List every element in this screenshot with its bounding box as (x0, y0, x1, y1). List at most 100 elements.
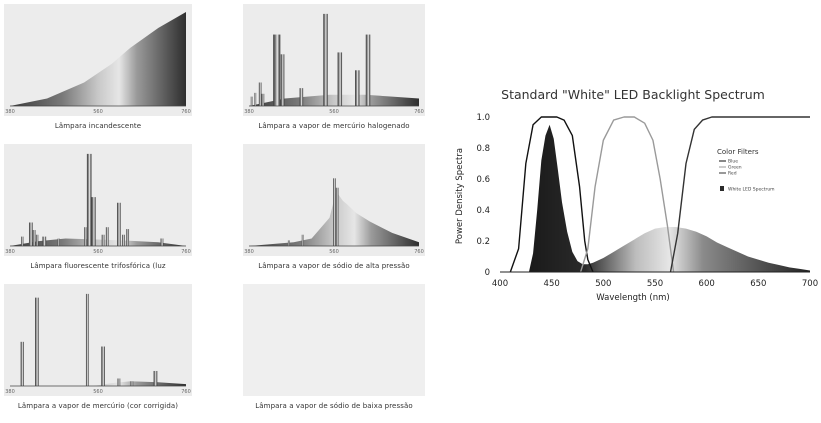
spectrum-bar (122, 234, 125, 246)
spectrum-bar (86, 153, 92, 246)
spectrum-bar (365, 34, 371, 106)
spectrum-bar (258, 82, 262, 106)
lamp-spectrum-panel: 380 560 760 Lâmpara a vapor de sódio de alt… (243, 144, 425, 274)
y-tick-label: 0.2 (476, 237, 490, 247)
panel-tick-label: 560 (93, 109, 103, 115)
panel-background (243, 284, 425, 396)
spectrum-bar (20, 341, 24, 386)
spectrum-bar (254, 92, 257, 106)
x-tick-label: 400 (492, 279, 508, 289)
led-spectrum-chart: Standard "White" LED Backlight Spectrum … (455, 87, 818, 303)
legend-label: Green (728, 165, 742, 171)
spectrum-area (249, 94, 419, 106)
spectrum-bar (35, 234, 39, 246)
spectrum-bar (287, 240, 290, 246)
spectrum-bar (105, 227, 109, 246)
legend-swatch (720, 186, 724, 191)
spectrum-bar (355, 70, 360, 106)
spectrum-bar (32, 230, 36, 246)
lamp-spectrum-plot: 380 560 760 (4, 144, 192, 256)
panel-tick-label: 380 (244, 109, 254, 115)
x-tick-label: 550 (647, 279, 663, 289)
spectrum-bar (130, 381, 134, 386)
chart-title: Standard "White" LED Backlight Spectrum (501, 87, 765, 102)
spectrum-area (10, 12, 186, 106)
panel-tick-label: 760 (414, 249, 424, 255)
spectrum-bar (117, 378, 121, 386)
spectrum-bar (273, 34, 281, 106)
spectrum-area (10, 381, 186, 386)
spectrum-bar (21, 236, 24, 246)
legend-label: Blue (728, 159, 738, 165)
spectrum-bar (280, 54, 285, 106)
spectrum-bar (101, 234, 105, 246)
panel-tick-label: 380 (5, 249, 15, 255)
x-tick-label: 450 (544, 279, 560, 289)
x-axis-label: Wavelength (nm) (596, 293, 669, 303)
spectrum-bar (57, 238, 60, 246)
legend-label: White LED Spectrum (728, 187, 775, 193)
lamp-spectrum-plot: 380 560 760 (4, 284, 192, 396)
panel-caption: Lâmpara a vapor de mercúrio halogenado (258, 122, 410, 130)
panel-caption: Lâmpara a vapor de sódio de alta pressão (258, 262, 410, 270)
panel-tick-label: 760 (181, 389, 191, 395)
panel-tick-label: 760 (414, 109, 424, 115)
panel-tick-label: 380 (5, 389, 15, 395)
spectrum-bar (160, 238, 164, 246)
spectrum-bar (28, 222, 33, 246)
lamp-spectrum-plot: 380 560 760 (243, 144, 425, 256)
spectrum-bar (261, 93, 265, 106)
x-tick-label: 650 (750, 279, 766, 289)
y-tick-label: 0.8 (476, 144, 490, 154)
spectrum-area (10, 238, 186, 246)
spectrum-bar (42, 236, 47, 246)
legend-title: Color Filters (717, 148, 759, 156)
panel-tick-label: 760 (181, 109, 191, 115)
lamp-spectrum-plot: 380 560 760 (4, 4, 192, 116)
panel-tick-label: 560 (93, 249, 103, 255)
panel-background (4, 284, 192, 396)
lamp-spectrum-plot: 380 560 760 (243, 4, 425, 116)
filter-curve-blue (509, 116, 594, 273)
y-tick-label: 0 (485, 268, 490, 278)
spectrum-bar (299, 88, 304, 106)
x-tick-label: 600 (699, 279, 715, 289)
panel-tick-label: 560 (329, 109, 339, 115)
y-tick-label: 0.4 (476, 206, 490, 216)
lamp-spectrum-panel: 380 560 760 Lâmpara fluorescente trifosfóri… (4, 144, 192, 274)
y-axis-label: Power Density Spectra (455, 148, 465, 244)
spectrum-bar (91, 197, 96, 246)
spectrum-bar (35, 297, 39, 386)
legend-label: Red (728, 171, 737, 177)
lamp-spectrum-panel: 380 560 760 Lâmpara incandescente (4, 4, 192, 134)
filter-curve-green (579, 116, 675, 273)
panel-caption: Lâmpara incandescente (54, 122, 142, 130)
panel-caption: Lâmpara a vapor de mercúrio (cor corrigi… (17, 402, 179, 410)
spectrum-bar (101, 346, 105, 386)
spectrum-bar (301, 234, 304, 246)
panel-tick-label: 760 (181, 249, 191, 255)
lamp-spectrum-panel: 380 560 760 Lâmpara a vapor de mercúrio hal… (243, 4, 425, 134)
spectrum-bar (250, 96, 253, 106)
spectrum-bar (323, 13, 328, 107)
y-tick-label: 1.0 (476, 113, 490, 123)
spectrum-bar (333, 178, 336, 246)
panel-tick-label: 560 (329, 249, 339, 255)
panel-caption: Lâmpara fluorescente trifosfórica (luz (30, 262, 166, 270)
lamp-spectrum-panel: Lâmpara a vapor de sódio de baixa pressã… (243, 284, 425, 414)
spectrum-bar (84, 227, 87, 246)
panel-tick-label: 380 (5, 109, 15, 115)
x-tick-label: 700 (802, 279, 818, 289)
spectrum-bar (126, 229, 130, 246)
panel-caption: Lâmpara a vapor de sódio de baixa pressã… (255, 402, 413, 410)
lamp-spectrum-panel: 380 560 760 Lâmpara a vapor de mercúrio (co… (4, 284, 192, 414)
spectrum-bar (116, 202, 121, 246)
panel-tick-label: 560 (93, 389, 103, 395)
spectrum-bar (337, 52, 343, 106)
spectrum-bar (153, 370, 158, 386)
y-tick-label: 0.6 (476, 175, 490, 185)
filter-curve-red (669, 116, 810, 273)
spectrum-bar (335, 187, 339, 246)
panel-tick-label: 380 (244, 249, 254, 255)
